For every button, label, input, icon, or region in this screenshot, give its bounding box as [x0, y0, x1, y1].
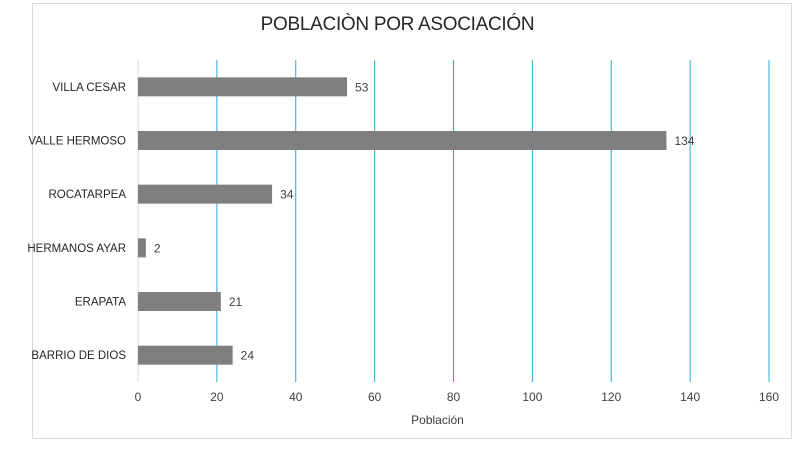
category-label: HERMANOS AYAR [27, 243, 126, 255]
category-labels: VILLA CESAR VALLE HERMOSO ROCATARPEA HERMAN… [27, 82, 126, 362]
x-tick-labels: 0 20 40 60 80 100 120 140 160 [135, 390, 780, 404]
x-tick-label: 0 [135, 390, 142, 404]
x-tick-label: 160 [759, 390, 779, 404]
x-axis-label: Población [411, 413, 464, 427]
x-tick-label: 20 [210, 390, 224, 404]
category-label: ROCATARPEA [48, 189, 126, 201]
data-label: 24 [241, 349, 255, 363]
category-label: VALLE HERMOSO [28, 136, 126, 148]
x-tick-label: 120 [601, 390, 621, 404]
data-label: 53 [355, 80, 369, 94]
data-label: 134 [674, 134, 694, 148]
category-label: VILLA CESAR [52, 82, 126, 94]
chart-frame [32, 3, 792, 439]
data-label: 21 [229, 295, 243, 309]
grid-lines [137, 60, 770, 382]
x-tick-label: 80 [447, 390, 461, 404]
x-tick-label: 60 [368, 390, 382, 404]
data-label: 2 [154, 241, 161, 255]
bar [138, 292, 221, 311]
data-label: 34 [280, 188, 294, 202]
bar [138, 131, 667, 150]
bar [138, 77, 348, 97]
category-label: BARRIO DE DIOS [31, 350, 126, 362]
bar [138, 184, 273, 204]
bars: 53 134 34 2 21 24 [138, 77, 695, 365]
x-tick-label: 40 [289, 390, 303, 404]
x-tick-label: 140 [680, 390, 700, 404]
x-tick-label: 100 [522, 390, 542, 404]
category-label: ERAPATA [75, 297, 126, 309]
bar [138, 238, 146, 258]
chart-title: POBLACIÒN POR ASOCIACIÓN [260, 14, 535, 35]
bar [138, 345, 233, 365]
